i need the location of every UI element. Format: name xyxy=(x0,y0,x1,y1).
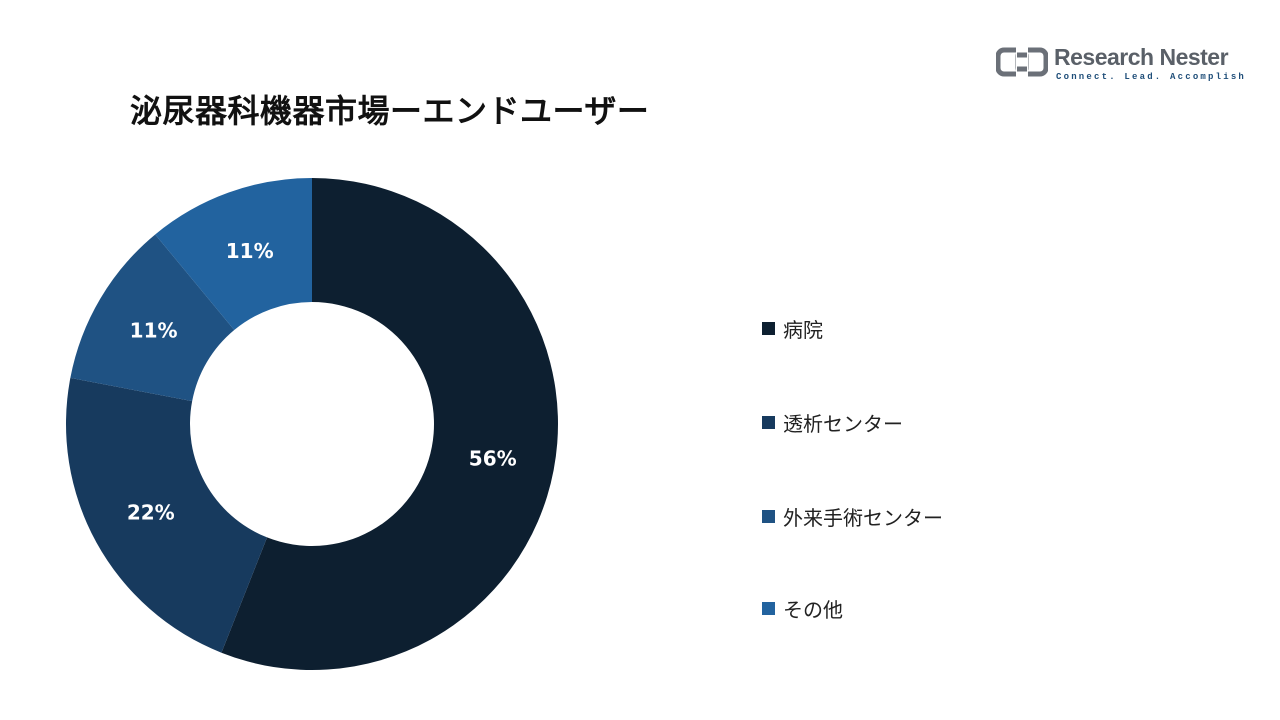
legend-swatch xyxy=(762,601,775,615)
legend-item: その他 xyxy=(762,592,843,624)
legend-item: 透析センター xyxy=(762,406,903,438)
slice-value-label: 11% xyxy=(130,318,178,342)
slice-value-label: 56% xyxy=(469,446,517,470)
donut-slice xyxy=(66,377,268,653)
legend-swatch xyxy=(762,415,775,429)
brand-name: Research Nester xyxy=(1054,44,1229,70)
chart-title: 泌尿器科機器市場ーエンドユーザー xyxy=(130,92,650,130)
legend-label: その他 xyxy=(783,597,843,622)
legend-swatch xyxy=(762,509,775,523)
donut-slice xyxy=(70,234,235,402)
legend-label: 病院 xyxy=(783,317,823,342)
legend-label: 透析センター xyxy=(783,411,903,436)
research-nester-logo: Research Nester Connect. Lead. Accomplis… xyxy=(996,44,1244,84)
donut-slice xyxy=(221,178,558,670)
brand-tagline: Connect. Lead. Accomplish xyxy=(1056,72,1247,82)
legend-item: 外来手術センター xyxy=(762,500,943,532)
slice-value-label: 22% xyxy=(127,501,175,525)
donut-slice xyxy=(155,178,312,330)
legend-label: 外来手術センター xyxy=(783,505,943,530)
slice-value-label: 11% xyxy=(226,239,274,263)
research-nester-logo-icon xyxy=(996,47,1048,77)
legend-item: 病院 xyxy=(762,312,823,344)
legend-swatch xyxy=(762,321,775,335)
